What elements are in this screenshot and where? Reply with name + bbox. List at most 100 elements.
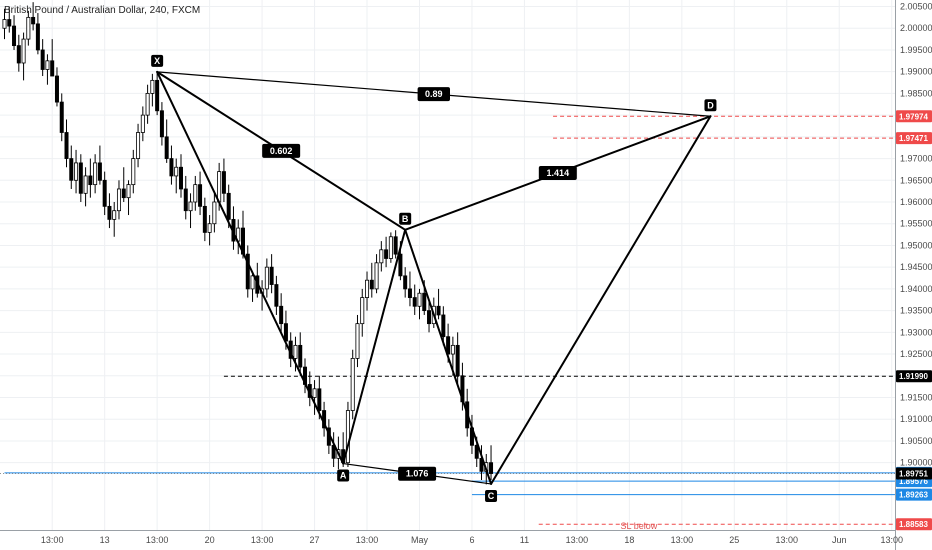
point-label-b: B [402, 214, 409, 224]
candle-body [136, 132, 141, 159]
candle [407, 271, 412, 307]
price-tick-label: 1.96000 [900, 197, 932, 207]
candle [12, 15, 17, 50]
candle [489, 445, 494, 481]
candle-body [212, 201, 217, 225]
candle-body [374, 262, 379, 290]
candle-body [360, 297, 365, 325]
price-tick-label: 1.96500 [900, 175, 932, 185]
candle-body [188, 201, 193, 212]
candle [436, 288, 441, 320]
candle [164, 119, 169, 163]
candle [64, 119, 69, 168]
candle-body [97, 162, 102, 181]
candle [298, 332, 303, 376]
candle-body [221, 171, 226, 194]
candle-body [126, 184, 131, 199]
price-tick-label: 1.94500 [900, 262, 932, 272]
candle [455, 332, 460, 385]
candle-body [145, 93, 150, 116]
candle [97, 145, 102, 185]
ratio-label-box [417, 87, 450, 102]
candle-body [298, 344, 303, 368]
candle-body [250, 275, 255, 290]
candle-body [398, 253, 403, 277]
ratio-label: 1.076 [406, 469, 429, 479]
candle-body [112, 210, 117, 220]
level-price-tag-text: 1.89263 [899, 491, 928, 500]
price-tick-label: 1.92500 [900, 349, 932, 359]
point-label-a: A [340, 471, 347, 481]
chart-title: British Pound / Australian Dollar, 240, … [4, 5, 200, 16]
grid-lines [0, 0, 895, 530]
candle [374, 254, 379, 294]
candle [403, 267, 408, 298]
level-price-tag [896, 488, 932, 501]
candle [469, 414, 474, 454]
candle [331, 432, 336, 468]
candle [188, 193, 193, 229]
candle [178, 154, 183, 198]
price-tick-label: 1.91000 [900, 414, 932, 424]
candle-body [379, 249, 384, 264]
time-tick-label: 13:00 [671, 535, 694, 545]
candle-body [455, 344, 460, 377]
candle [45, 54, 50, 85]
price-tick-label: 2.00000 [900, 23, 932, 33]
candle-body [107, 205, 112, 220]
candle-body [427, 310, 432, 325]
candle [26, 10, 31, 46]
time-tick-label: Jun [832, 535, 847, 545]
candle [303, 358, 308, 394]
sl-note: SL below [621, 521, 658, 531]
candle [145, 84, 150, 124]
candle-body [369, 279, 374, 290]
price-tick-label: 1.93000 [900, 327, 932, 337]
candle-body [64, 132, 69, 159]
candle [198, 171, 203, 216]
point-label-box [337, 469, 350, 482]
price-tick-label: 1.99000 [900, 67, 932, 77]
ratio-label: 0.89 [425, 89, 443, 99]
candle-body [140, 114, 145, 133]
candle-body [178, 166, 183, 190]
time-tick-label: 18 [624, 535, 634, 545]
pattern-leg-xa [156, 70, 345, 465]
candle-body [422, 292, 427, 312]
candle-body [31, 16, 36, 25]
candle [83, 167, 88, 207]
candle [384, 236, 389, 268]
pattern-leg-bc [404, 228, 493, 485]
candle-body [155, 79, 160, 112]
candle-body [69, 158, 74, 181]
time-axis[interactable]: 13:00 13 13:00 20 13:00 27 13:00 May 6 11 13:00 18 1… [0, 530, 903, 546]
candle [74, 149, 79, 194]
candle [78, 154, 83, 203]
time-tick-label: 13:00 [146, 535, 169, 545]
candle-body [274, 284, 279, 307]
candle-body [355, 323, 360, 359]
level-price-tag-text: 1.88583 [899, 520, 928, 529]
ratio-label-box [538, 166, 577, 181]
candle [59, 93, 64, 142]
time-tick-label: 6 [469, 535, 474, 545]
pattern-leg-cd [490, 115, 712, 485]
time-tick-label: 13:00 [356, 535, 379, 545]
point-label-box [399, 212, 412, 225]
point-label-box [704, 99, 717, 112]
price-tick-label: 1.98500 [900, 88, 932, 98]
candle [293, 336, 298, 372]
candle [365, 271, 370, 311]
time-tick-label: 13:00 [880, 535, 903, 545]
candle [441, 306, 446, 346]
candle [126, 180, 131, 216]
level-price-tag-text: 1.91990 [899, 372, 928, 381]
time-tick-label: 13 [100, 535, 110, 545]
price-axis[interactable]: 2.005002.000001.995001.990001.985001.980… [895, 0, 932, 550]
level-price-tag [896, 518, 932, 531]
candle [107, 193, 112, 229]
candle-body [83, 175, 88, 194]
candle [427, 301, 432, 333]
candle-body [393, 236, 398, 255]
level-price-tag-text: 1.89576 [899, 477, 928, 486]
